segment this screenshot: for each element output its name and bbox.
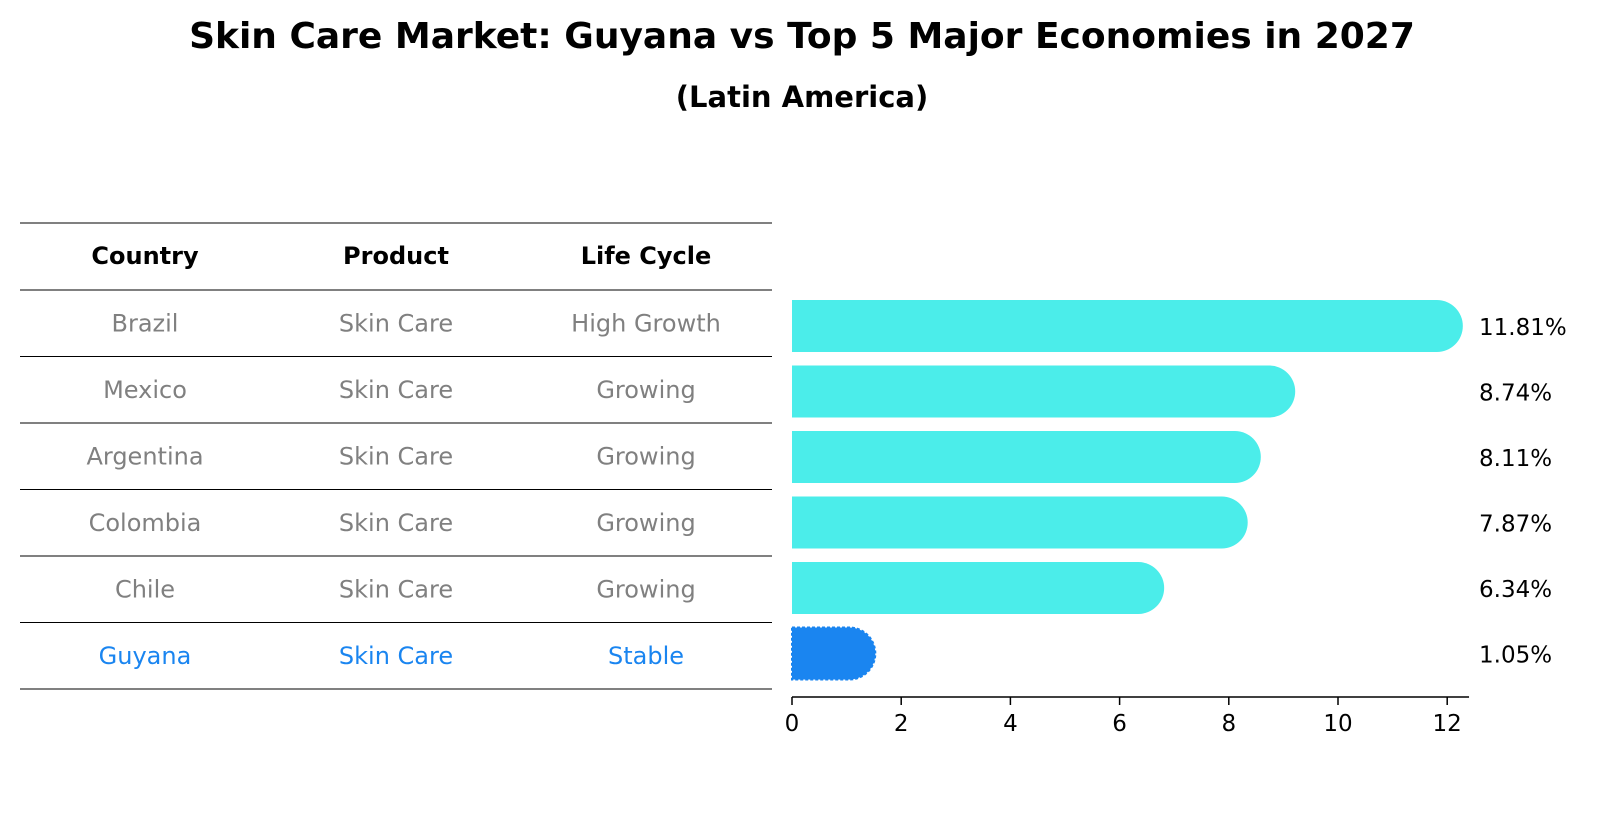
table-cell-product: Skin Care xyxy=(339,575,453,603)
x-tick-label: 8 xyxy=(1221,711,1236,737)
table-cell-life-cycle: Growing xyxy=(596,442,695,470)
bar-value-label: 6.34% xyxy=(1479,577,1552,603)
table-cell-product: Skin Care xyxy=(339,309,453,337)
bar-chile xyxy=(792,562,1165,614)
bar-value-label: 8.74% xyxy=(1479,381,1552,407)
table-header-cell: Country xyxy=(91,242,199,270)
bar-argentina xyxy=(792,431,1261,483)
table-cell-country: Chile xyxy=(115,575,175,603)
table-cell-life-cycle: Stable xyxy=(608,642,684,670)
table-cell-life-cycle: Growing xyxy=(596,575,695,603)
data-table: Country Product Life Cycle Brazil Skin Care H… xyxy=(20,222,772,690)
bar-value-label: 11.81% xyxy=(1479,315,1567,341)
table-cell-country: Colombia xyxy=(89,509,202,537)
table-cell-country: Argentina xyxy=(86,442,203,470)
bar-guyana xyxy=(791,626,877,681)
x-tick-label: 12 xyxy=(1433,711,1462,737)
table-cell-country: Guyana xyxy=(99,642,192,670)
x-tick-label: 2 xyxy=(894,711,909,737)
table-cell-life-cycle: Growing xyxy=(596,509,695,537)
chart-title: Skin Care Market: Guyana vs Top 5 Major … xyxy=(189,16,1415,57)
x-tick-label: 4 xyxy=(1003,711,1018,737)
bar-value-label: 8.11% xyxy=(1479,446,1552,472)
table-cell-life-cycle: Growing xyxy=(596,376,695,404)
bar-mexico xyxy=(792,365,1296,418)
bar-series: 11.81% 8.74% 8.11% 7.87% 6.34% 1.05% xyxy=(791,300,1567,681)
table-header-cell: Life Cycle xyxy=(581,242,712,270)
table-cell-country: Brazil xyxy=(112,309,179,337)
bar-colombia xyxy=(792,496,1248,549)
table-cell-product: Skin Care xyxy=(339,442,453,470)
table-cell-life-cycle: High Growth xyxy=(571,309,721,337)
x-tick-label: 0 xyxy=(785,711,800,737)
chart-subtitle: (Latin America) xyxy=(675,80,929,114)
table-cell-country: Mexico xyxy=(103,376,187,404)
table-cell-product: Skin Care xyxy=(339,376,453,404)
x-tick-label: 10 xyxy=(1323,711,1352,737)
bar-value-label: 1.05% xyxy=(1479,643,1552,669)
x-axis: 0 2 4 6 8 10 12 xyxy=(785,696,1470,737)
bar-brazil xyxy=(792,300,1463,352)
bar-value-label: 7.87% xyxy=(1479,512,1552,538)
table-cell-product: Skin Care xyxy=(339,509,453,537)
table-cell-product: Skin Care xyxy=(339,642,453,670)
x-tick-label: 6 xyxy=(1112,711,1127,737)
table-header-cell: Product xyxy=(343,242,449,270)
